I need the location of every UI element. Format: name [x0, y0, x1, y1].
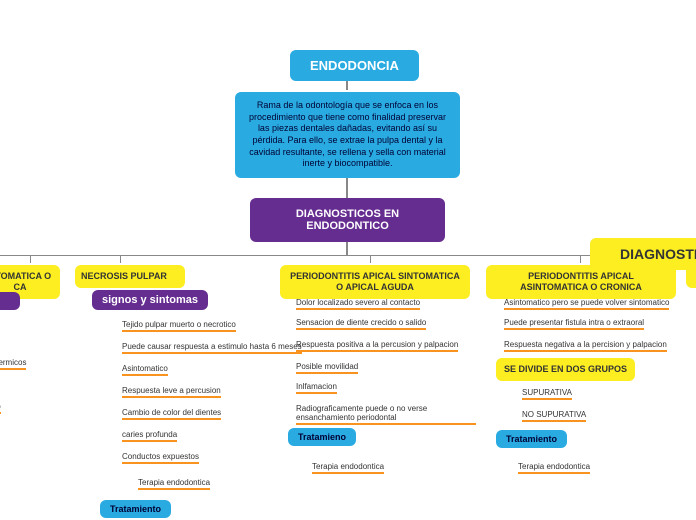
col1-item: Asintomatico	[122, 364, 168, 376]
col3-title: PERIODONTITIS APICAL ASINTOMATICA O CRON…	[486, 265, 676, 299]
col2-treat: Tratamieno	[288, 428, 356, 446]
left-item: s termicos	[0, 358, 26, 370]
col3-subitem: Terapia endodontica	[518, 462, 590, 474]
connector	[370, 255, 371, 263]
col1-subitem: Terapia endodontica	[138, 478, 210, 490]
root-desc: Rama de la odontología que se enfoca en …	[235, 92, 460, 178]
col3-group: SUPURATIVA	[522, 388, 572, 400]
root-title: ENDODONCIA	[290, 50, 419, 81]
connector	[30, 255, 31, 263]
col3-group: NO SUPURATIVA	[522, 410, 586, 422]
colright-title: A	[686, 265, 696, 288]
col1-item: Puede causar respuesta a estimulo hasta …	[122, 342, 302, 354]
col3-item: Respuesta negativa a la percision y palp…	[504, 340, 667, 352]
col3-treat: Tratamiento	[496, 430, 567, 448]
col2-item: Inlfamacion	[296, 382, 337, 394]
col1-item: Tejido pulpar muerto o necrotico	[122, 320, 236, 332]
col3-item: Puede presentar fistula intra o extraora…	[504, 318, 644, 330]
col3-group-title: SE DIVIDE EN DOS GRUPOS	[496, 358, 635, 381]
col1-sub: signos y sintomas	[92, 290, 208, 310]
col0-sub	[0, 292, 20, 310]
col3-item: Asintomatico pero se puede volver sintom…	[504, 298, 669, 310]
col2-item: Dolor localizado severo al contacto	[296, 298, 420, 310]
col1-treat: Tratamiento	[100, 500, 171, 518]
col2-item: Radiograficamente puede o no verse ensan…	[296, 404, 476, 425]
col2-title: PERIODONTITIS APICAL SINTOMATICA O APICA…	[280, 265, 470, 299]
col1-title: NECROSIS PULPAR	[75, 265, 185, 288]
col2-item: Sensacion de diente crecido o salido	[296, 318, 426, 330]
col1-item: Conductos expuestos	[122, 452, 199, 464]
col1-item: caries profunda	[122, 430, 177, 442]
section-diagnosticos: DIAGNOSTICOS EN ENDODONTICO	[250, 198, 445, 242]
col2-item: Posible movilidad	[296, 362, 358, 374]
col1-item: Cambio de color del dientes	[122, 408, 221, 420]
connector	[580, 255, 581, 263]
col2-subitem: Terapia endodontica	[312, 462, 384, 474]
col1-item: Respuesta leve a percusion	[122, 386, 221, 398]
col2-item: Respuesta positiva a la percusion y palp…	[296, 340, 458, 352]
connector	[120, 255, 121, 263]
left-item: cto	[0, 402, 1, 414]
